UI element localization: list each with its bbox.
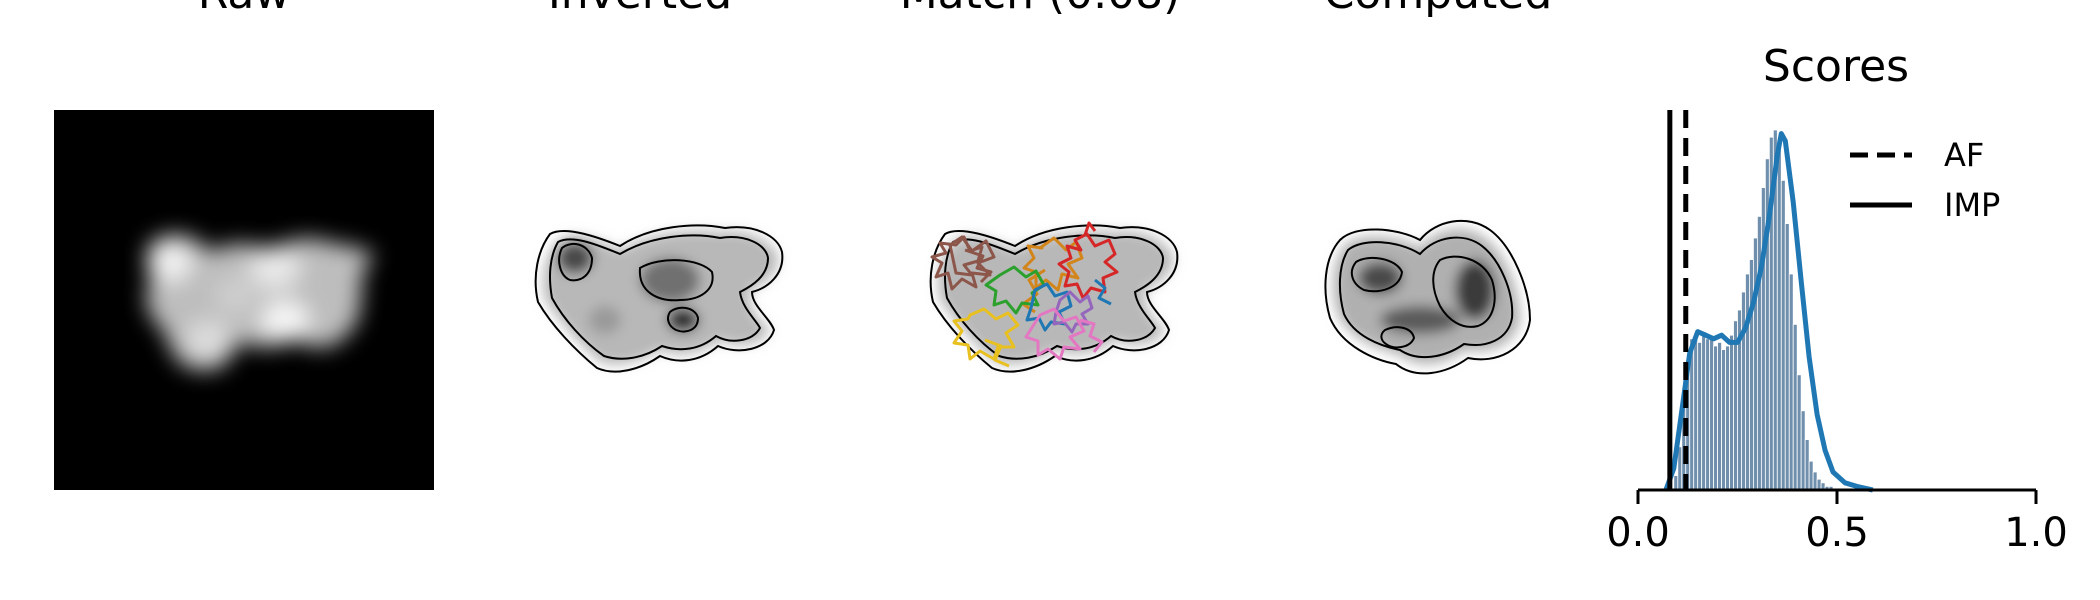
scores-title: Scores — [1763, 41, 1909, 92]
histogram-bar — [1701, 331, 1707, 491]
raw-panel — [54, 110, 434, 490]
histogram-bar — [1796, 374, 1802, 491]
legend-af-label: AF — [1944, 136, 1984, 174]
histogram-bar — [1729, 334, 1734, 491]
histogram-bar — [1816, 478, 1822, 491]
computed-panel — [1324, 219, 1532, 375]
x-ticks: 0.0 0.5 1.0 — [1606, 490, 2068, 556]
histogram-bar — [1745, 273, 1750, 491]
inverted-contour-inner-2 — [638, 259, 714, 302]
computed-contour-inner-2 — [1432, 255, 1496, 328]
histogram-bar — [1784, 223, 1790, 491]
histogram-bar — [1713, 345, 1718, 491]
computed-contour-mid — [1338, 236, 1514, 359]
histogram-bar — [1709, 334, 1715, 491]
histogram-bar — [1673, 475, 1679, 491]
ribbon-brown — [930, 235, 996, 291]
histogram-bar — [1753, 237, 1758, 491]
ribbon-orange — [1021, 236, 1084, 314]
computed-contour-inner-1 — [1350, 256, 1404, 293]
histogram-bar — [1792, 323, 1798, 491]
ribbon-purple — [1052, 290, 1094, 334]
computed-shading — [1333, 228, 1520, 365]
histogram-bar — [1705, 338, 1711, 491]
histogram-bar — [1721, 349, 1726, 491]
histogram-bar — [1693, 334, 1699, 491]
raw-title: Raw — [198, 0, 291, 19]
histogram-bar — [1725, 345, 1730, 491]
inverted-contour-inner-1 — [558, 242, 594, 282]
histogram-bar — [1800, 410, 1806, 491]
histogram-bar — [1780, 179, 1786, 491]
ribbon-yellow — [952, 307, 1020, 368]
match-shading — [938, 230, 1174, 365]
kde-line — [1663, 131, 1874, 493]
structure-ribbons — [930, 221, 1119, 368]
inverted-contour-outer — [534, 224, 784, 373]
raw-density-blob — [146, 234, 375, 371]
match-contour-mid — [944, 234, 1165, 360]
histogram-bar — [1804, 439, 1810, 491]
inverted-contour-mid — [549, 234, 770, 360]
inverted-contour-inner-3 — [667, 306, 700, 333]
ribbon-red — [1057, 221, 1119, 300]
scores-chart: 0.0 0.5 1.0 AF IMP — [1606, 110, 2068, 556]
x-tick-label: 0.0 — [1606, 510, 1670, 556]
histogram-bar — [1717, 341, 1722, 491]
x-tick-label: 0.5 — [1805, 510, 1869, 556]
histogram-bar — [1788, 273, 1794, 491]
match-panel — [929, 221, 1179, 373]
match-title: Match (0.08) — [900, 0, 1181, 19]
legend-imp-label: IMP — [1944, 186, 2000, 224]
histogram-bars — [1673, 129, 1834, 491]
histogram-bar — [1808, 460, 1814, 491]
legend: AF IMP — [1850, 136, 2000, 224]
computed-contour-inner-3 — [1380, 326, 1416, 349]
ribbon-green — [984, 265, 1046, 315]
computed-title: Computed — [1324, 0, 1553, 19]
histogram-bar — [1697, 341, 1703, 491]
histogram-bar — [1812, 471, 1818, 491]
ribbon-pink — [1024, 307, 1104, 361]
x-tick-label: 1.0 — [2004, 510, 2068, 556]
histogram-bar — [1776, 143, 1782, 491]
inverted-panel — [534, 224, 784, 373]
inverted-title: Inverted — [548, 0, 732, 19]
histogram-bar — [1733, 320, 1738, 491]
computed-contour-outer — [1324, 219, 1532, 375]
